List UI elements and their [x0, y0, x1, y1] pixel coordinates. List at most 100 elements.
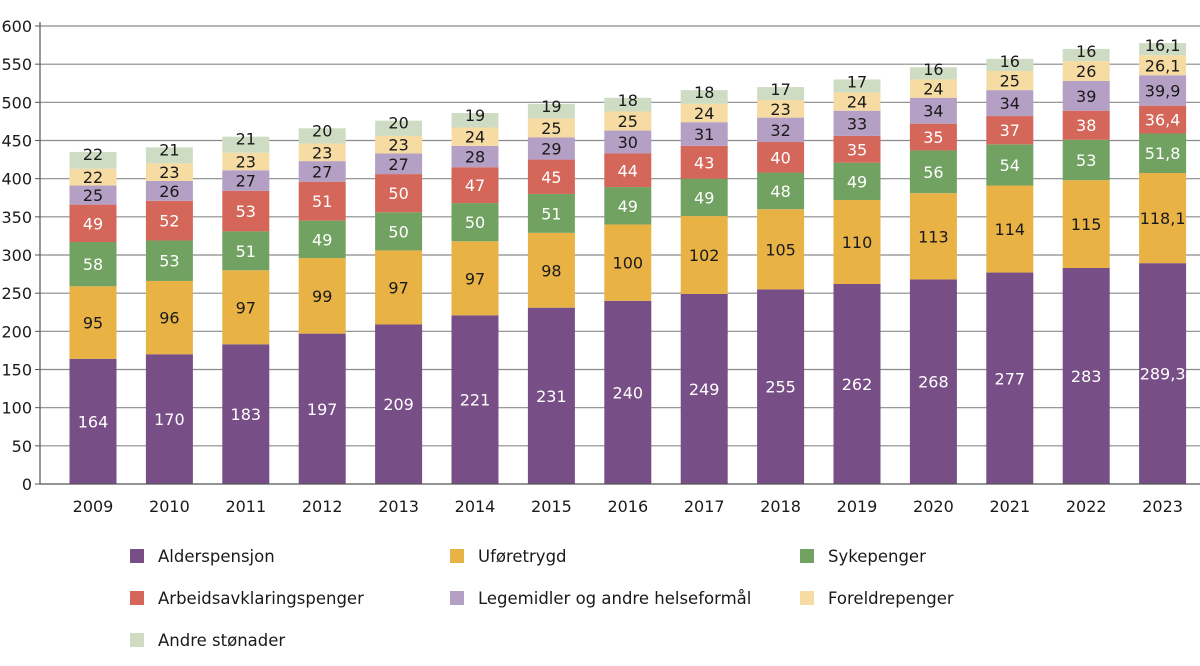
data-label: 51 [541, 204, 561, 223]
data-label: 44 [618, 161, 638, 180]
data-label: 31 [694, 125, 714, 144]
data-label: 51,8 [1145, 144, 1181, 163]
bar-segment [1139, 43, 1187, 56]
bar-segment [1062, 110, 1110, 140]
legend-swatch [800, 549, 814, 563]
data-label: 20 [388, 114, 408, 133]
data-label: 25 [1000, 72, 1020, 91]
bar-segment [604, 111, 652, 131]
data-label: 16,1 [1145, 36, 1181, 55]
bar-segment [833, 110, 881, 136]
data-label: 221 [460, 391, 491, 410]
data-label: 18 [694, 83, 714, 102]
bar-segment [298, 143, 346, 162]
x-tick-label: 2011 [225, 497, 266, 516]
bar-segment [222, 152, 270, 171]
bar-segment [604, 130, 652, 154]
data-label: 39,9 [1145, 81, 1181, 100]
data-label: 48 [770, 182, 790, 201]
bar-segment [757, 172, 805, 210]
legend-swatch [450, 591, 464, 605]
bar-segment [451, 167, 499, 204]
data-label: 231 [536, 387, 567, 406]
bar-segment [69, 185, 117, 205]
data-label: 16 [1000, 52, 1020, 71]
data-label: 197 [307, 400, 338, 419]
data-label: 268 [918, 373, 949, 392]
data-label: 98 [541, 261, 561, 280]
bar-segment [680, 145, 728, 179]
y-tick-label: 0 [22, 475, 32, 494]
data-label: 20 [312, 121, 332, 140]
axes: 0 50 100 150 200 250 300 350 400 450 500 550 600 2009… [1, 17, 1200, 516]
data-label: 27 [312, 162, 332, 181]
data-label: 50 [465, 213, 485, 232]
bar-segment [986, 71, 1034, 91]
data-label: 47 [465, 176, 485, 195]
bar-segment [451, 315, 499, 484]
data-label: 113 [918, 227, 949, 246]
data-label: 25 [541, 119, 561, 138]
bar-segment [527, 232, 575, 308]
x-tick-label: 2021 [989, 497, 1030, 516]
bar-segment [909, 150, 957, 194]
bar-segment [451, 241, 499, 316]
legend-swatch [130, 633, 144, 647]
bar-segment [757, 100, 805, 118]
bar-segment [757, 87, 805, 101]
data-label: 17 [847, 72, 867, 91]
data-label: 37 [1000, 121, 1020, 140]
y-tick-label: 250 [1, 284, 32, 303]
bar-segment [757, 289, 805, 484]
data-label: 24 [694, 104, 714, 123]
bar-segment [527, 103, 575, 119]
bar-segment [69, 168, 117, 186]
bars: 1649558492522221709653522623211839751532… [69, 36, 1187, 484]
bar-segment [527, 159, 575, 194]
bar-segment [1139, 55, 1187, 76]
bar-segment [604, 97, 652, 112]
bar-segment [1139, 105, 1187, 134]
legend-label: Andre stønader [158, 631, 285, 650]
bar-segment [527, 307, 575, 484]
y-tick-label: 550 [1, 55, 32, 74]
bar-segment [680, 216, 728, 294]
bar-segment [833, 284, 881, 484]
bar-segment [298, 220, 346, 259]
data-label: 23 [388, 136, 408, 155]
data-label: 43 [694, 153, 714, 172]
bar-segment [757, 209, 805, 290]
data-label: 114 [995, 220, 1026, 239]
data-label: 33 [847, 114, 867, 133]
data-label: 289,3 [1140, 365, 1186, 384]
bar-segment [298, 128, 346, 144]
data-label: 22 [83, 168, 103, 187]
data-label: 39 [1076, 87, 1096, 106]
data-label: 49 [83, 214, 103, 233]
bar-segment [375, 120, 423, 136]
y-tick-label: 150 [1, 361, 32, 380]
bar-segment [375, 250, 423, 325]
y-tick-label: 350 [1, 208, 32, 227]
bar-segment [527, 193, 575, 233]
bar-segment [1139, 75, 1187, 106]
legend-label: Alderspensjon [158, 547, 275, 566]
bar-segment [833, 79, 881, 93]
data-label: 32 [770, 121, 790, 140]
data-label: 53 [1076, 151, 1096, 170]
data-label: 21 [159, 140, 179, 159]
data-label: 25 [618, 112, 638, 131]
bar-segment [757, 117, 805, 143]
data-label: 24 [847, 93, 867, 112]
y-tick-label: 200 [1, 322, 32, 341]
x-tick-label: 2023 [1142, 497, 1183, 516]
x-tick-label: 2016 [607, 497, 648, 516]
data-label: 19 [541, 97, 561, 116]
bar-segment [222, 190, 270, 232]
data-label: 25 [83, 186, 103, 205]
data-label: 54 [1000, 156, 1020, 175]
x-tick-label: 2012 [302, 497, 343, 516]
data-label: 99 [312, 287, 332, 306]
data-label: 49 [847, 172, 867, 191]
data-label: 97 [388, 278, 408, 297]
